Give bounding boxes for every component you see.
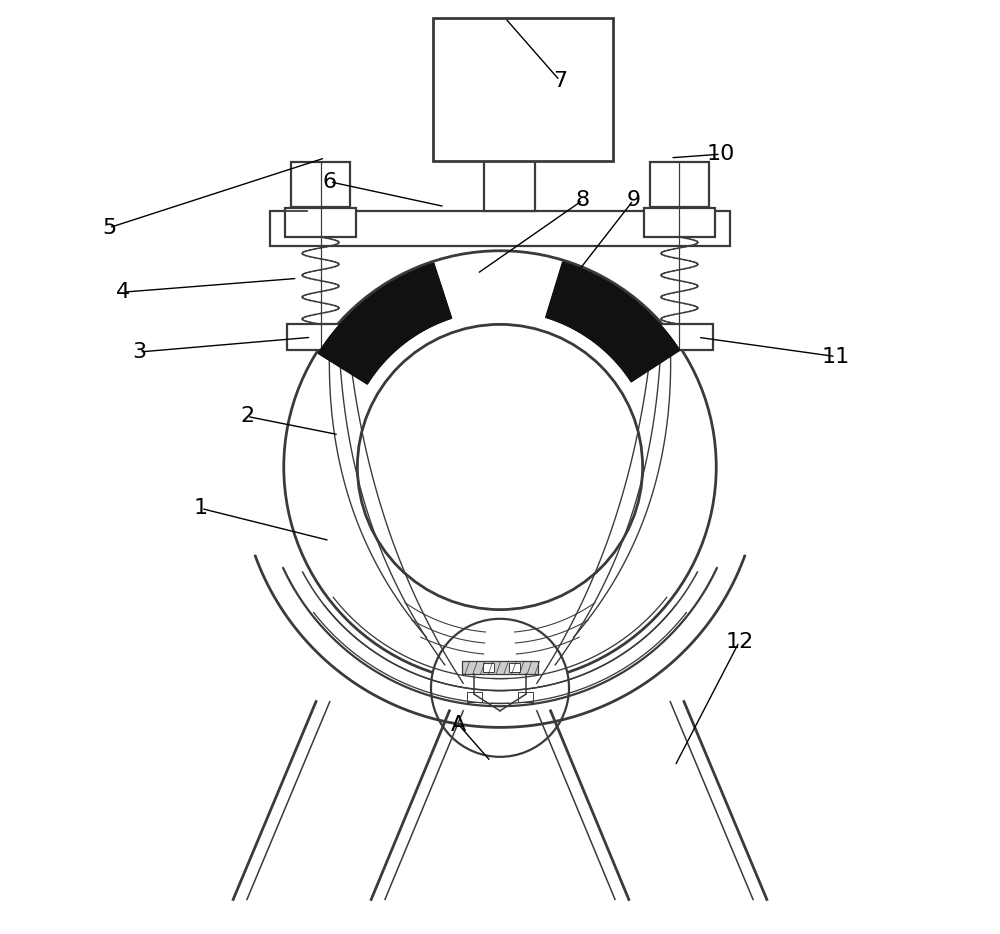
- Bar: [509, 663, 520, 672]
- Bar: [518, 692, 533, 701]
- Circle shape: [431, 619, 569, 757]
- Text: 8: 8: [576, 191, 590, 210]
- Text: 11: 11: [822, 347, 850, 366]
- Text: 7: 7: [553, 71, 567, 91]
- Bar: [270, 211, 730, 247]
- Bar: [467, 692, 482, 701]
- Bar: [287, 324, 354, 350]
- Bar: [646, 324, 713, 350]
- Text: 1: 1: [194, 499, 208, 518]
- Polygon shape: [546, 262, 680, 382]
- Polygon shape: [318, 263, 452, 384]
- Bar: [285, 207, 356, 237]
- Bar: [433, 18, 613, 161]
- Text: 10: 10: [707, 144, 735, 164]
- Bar: [484, 161, 535, 211]
- Bar: [291, 163, 350, 206]
- Text: 4: 4: [116, 282, 130, 303]
- Text: A: A: [451, 715, 466, 735]
- Bar: [650, 163, 709, 206]
- Text: 6: 6: [323, 172, 337, 191]
- Text: 5: 5: [102, 218, 116, 238]
- Text: 9: 9: [626, 191, 640, 210]
- Text: 2: 2: [240, 406, 254, 427]
- Text: 3: 3: [132, 342, 146, 362]
- Bar: [483, 663, 494, 672]
- Bar: [462, 661, 538, 674]
- Bar: [644, 207, 715, 237]
- Text: 12: 12: [725, 631, 753, 652]
